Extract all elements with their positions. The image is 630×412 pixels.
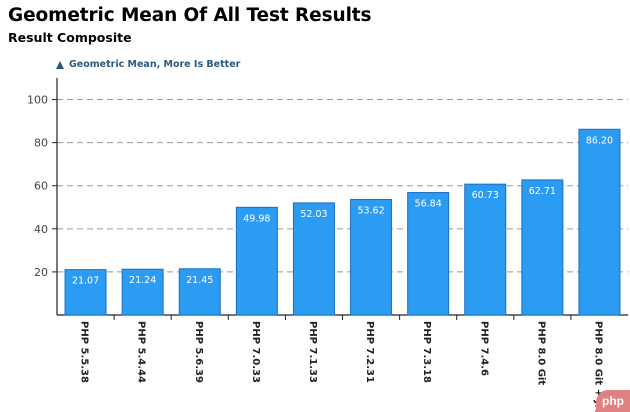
- value-label: 52.03: [300, 209, 327, 220]
- x-tick-label: PHP 5.5.38: [79, 321, 90, 383]
- bar: [350, 198, 393, 316]
- bar: [578, 128, 621, 316]
- up-triangle-icon: [56, 60, 64, 69]
- x-tick-label: PHP 7.1.33: [307, 321, 318, 383]
- value-label: 60.73: [472, 190, 499, 201]
- x-tick-label: PHP 5.6.39: [193, 321, 204, 383]
- value-label: 56.84: [415, 199, 442, 210]
- y-tick-label: 100: [27, 94, 48, 107]
- legend: Geometric Mean, More Is Better: [56, 59, 240, 70]
- x-tick-label: PHP 7.2.31: [364, 321, 375, 383]
- value-label: 21.24: [129, 275, 156, 286]
- bar: [121, 268, 164, 316]
- bar: [464, 183, 507, 316]
- watermark-logo: php: [596, 390, 630, 412]
- y-tick-label: 60: [34, 180, 48, 193]
- x-tick-label: PHP 8.0 Git + JIT: [592, 321, 603, 412]
- x-tick-label: PHP 7.3.18: [421, 321, 432, 383]
- legend-label: Geometric Mean, More Is Better: [69, 59, 241, 70]
- bar: [407, 192, 450, 316]
- chart-subtitle: Result Composite: [8, 30, 132, 45]
- value-label: 21.45: [186, 275, 213, 286]
- value-label: 86.20: [586, 135, 613, 146]
- value-label: 62.71: [529, 186, 556, 197]
- chart-title: Geometric Mean Of All Test Results: [8, 5, 372, 26]
- x-tick-label: PHP 5.4.44: [136, 321, 147, 383]
- bar: [235, 206, 278, 316]
- y-tick-label: 80: [34, 137, 48, 150]
- bar: [521, 179, 564, 316]
- bar: [292, 202, 335, 316]
- x-tick-label: PHP 7.0.33: [250, 321, 261, 383]
- x-tick-label: PHP 8.0 Git: [535, 321, 546, 385]
- y-tick-label: 20: [34, 266, 48, 279]
- value-label: 53.62: [357, 205, 384, 216]
- bar: [64, 269, 107, 316]
- bar: [178, 268, 221, 316]
- y-tick-label: 40: [34, 223, 48, 236]
- value-label: 49.98: [243, 213, 270, 224]
- value-label: 21.07: [72, 276, 99, 287]
- x-tick-label: PHP 7.4.6: [478, 321, 489, 376]
